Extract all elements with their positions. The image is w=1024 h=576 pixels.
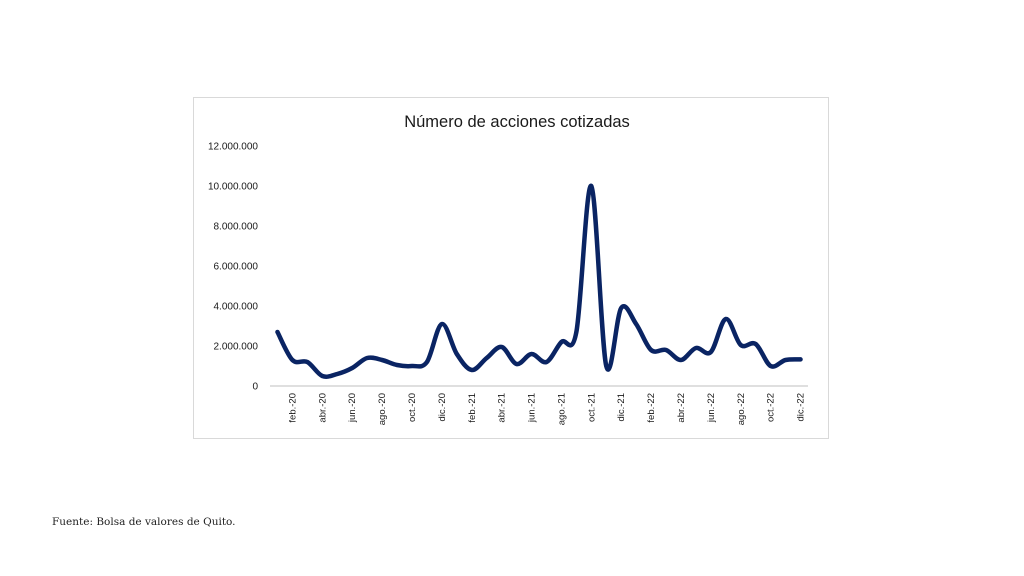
x-tick-label: abr.-21 bbox=[497, 393, 508, 423]
chart-title: Número de acciones cotizadas bbox=[404, 113, 630, 131]
x-tick-label: feb.-20 bbox=[287, 393, 298, 423]
x-tick-label: feb.-21 bbox=[467, 393, 478, 423]
y-tick-label: 4.000.000 bbox=[214, 302, 259, 313]
data-point bbox=[275, 330, 280, 334]
data-point bbox=[305, 360, 310, 364]
x-tick-label: oct.-21 bbox=[586, 393, 597, 422]
line-chart: Número de acciones cotizadas 0 2.000.000 4… bbox=[208, 113, 808, 425]
data-point bbox=[454, 352, 459, 356]
y-tick-label: 0 bbox=[252, 382, 258, 393]
data-point bbox=[350, 366, 355, 370]
data-point bbox=[693, 346, 698, 350]
data-point bbox=[589, 184, 594, 188]
data-point bbox=[499, 345, 504, 349]
x-tick-label: jun.-22 bbox=[706, 393, 717, 423]
x-tick-label: dic.-22 bbox=[796, 393, 807, 422]
chart-frame: Número de acciones cotizadas 0 2.000.000 4… bbox=[193, 97, 829, 439]
data-point bbox=[738, 343, 743, 347]
data-point bbox=[469, 368, 474, 372]
x-tick-label: dic.-20 bbox=[437, 393, 448, 422]
series-layer bbox=[275, 183, 803, 379]
x-tick-label: oct.-20 bbox=[407, 393, 418, 422]
data-point bbox=[439, 322, 444, 326]
data-point bbox=[380, 358, 385, 362]
data-point bbox=[320, 374, 325, 378]
x-tick-label: ago.-22 bbox=[736, 393, 747, 425]
data-point bbox=[649, 348, 654, 352]
x-tick-label: feb.-22 bbox=[646, 393, 657, 423]
data-point bbox=[559, 340, 564, 344]
series-line bbox=[275, 183, 803, 379]
x-tick-label: jun.-20 bbox=[347, 393, 358, 423]
data-point bbox=[544, 360, 549, 364]
data-point bbox=[753, 342, 758, 346]
data-point bbox=[768, 364, 773, 368]
data-point bbox=[619, 306, 624, 310]
data-point bbox=[395, 363, 400, 367]
data-point bbox=[798, 357, 803, 362]
source-note: Fuente: Bolsa de valores de Quito. bbox=[52, 516, 236, 528]
data-point bbox=[604, 364, 609, 368]
y-tick-label: 12.000.000 bbox=[208, 142, 258, 153]
data-point bbox=[484, 356, 489, 360]
data-point bbox=[723, 317, 728, 321]
data-point bbox=[708, 350, 713, 354]
data-point bbox=[409, 364, 414, 368]
x-tick-label: ago.-20 bbox=[377, 393, 388, 425]
y-tick-label: 8.000.000 bbox=[214, 222, 259, 233]
data-point bbox=[783, 358, 788, 362]
y-tick-label: 10.000.000 bbox=[208, 182, 258, 193]
data-point bbox=[634, 322, 639, 326]
y-tick-label: 2.000.000 bbox=[214, 342, 259, 353]
x-tick-label: abr.-22 bbox=[676, 393, 687, 423]
data-point bbox=[335, 372, 340, 376]
y-axis: 0 2.000.000 4.000.000 6.000.000 8.000.000 10.… bbox=[208, 142, 259, 393]
data-point bbox=[574, 330, 579, 334]
x-tick-label: dic.-21 bbox=[616, 393, 627, 422]
x-tick-label: ago.-21 bbox=[556, 393, 567, 425]
y-tick-label: 6.000.000 bbox=[214, 262, 259, 273]
data-point bbox=[290, 358, 295, 362]
data-point bbox=[365, 356, 370, 360]
data-point bbox=[529, 352, 534, 356]
x-tick-label: oct.-22 bbox=[766, 393, 777, 422]
x-tick-label: abr.-20 bbox=[317, 393, 328, 423]
x-tick-label: jun.-21 bbox=[527, 393, 538, 423]
data-point bbox=[424, 360, 429, 364]
data-point bbox=[678, 358, 683, 362]
data-point bbox=[664, 348, 669, 352]
data-point bbox=[514, 362, 519, 366]
x-axis: feb.-20 abr.-20 jun.-20 ago.-20 oct.-20 dic.-… bbox=[270, 385, 808, 425]
